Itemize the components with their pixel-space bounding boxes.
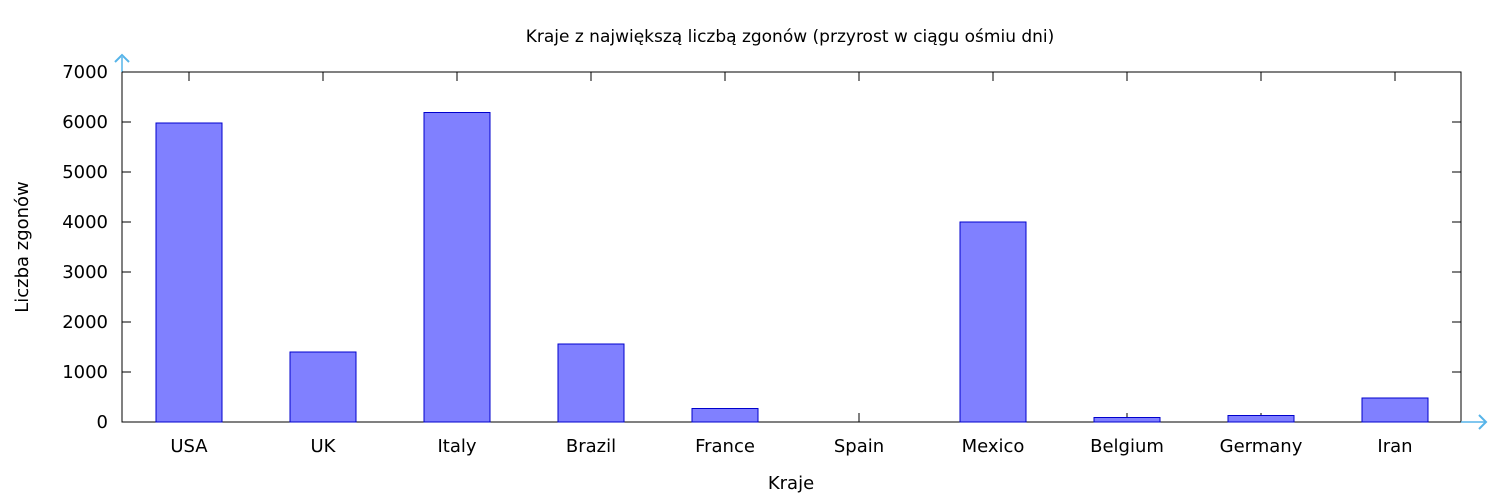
- y-axis-label: Liczba zgonów: [12, 181, 33, 313]
- x-tick-label: UK: [311, 436, 337, 457]
- plot-area: 0 1000 2000 3000 4000 5000 6000 7000 USA UK Italy B…: [62, 53, 1488, 457]
- x-axis-arrowhead: [1478, 414, 1488, 430]
- bar-brazil: [557, 343, 625, 423]
- bar-usa: [155, 122, 223, 423]
- bar-germany: [1227, 415, 1295, 423]
- chart-title: Kraje z największą liczbą zgonów (przyro…: [526, 27, 1055, 47]
- x-tick-label: Spain: [834, 436, 884, 457]
- y-tick-label: 5000: [62, 162, 108, 183]
- bar-france: [691, 408, 759, 423]
- bar-italy: [423, 112, 491, 423]
- y-tick-label: 2000: [62, 312, 108, 333]
- x-tick-label: France: [695, 436, 755, 457]
- y-tick-label: 0: [97, 412, 108, 433]
- y-tick-label: 6000: [62, 112, 108, 133]
- plot-frame: [121, 71, 1462, 423]
- x-tick-label: Iran: [1377, 436, 1412, 457]
- x-tick-label: Brazil: [566, 436, 616, 457]
- y-tick-label: 3000: [62, 262, 108, 283]
- x-tick-label: Italy: [437, 436, 476, 457]
- bar-iran: [1361, 397, 1429, 423]
- x-axis-label: Kraje: [768, 473, 814, 494]
- y-tick-label: 4000: [62, 212, 108, 233]
- x-tick-label: Germany: [1220, 436, 1303, 457]
- bar-mexico: [959, 221, 1027, 423]
- y-tick-label: 1000: [62, 362, 108, 383]
- x-tick-label: USA: [170, 436, 208, 457]
- bar-belgium: [1093, 417, 1161, 423]
- x-tick-label: Belgium: [1090, 436, 1164, 457]
- y-axis-arrowhead: [114, 53, 130, 63]
- y-tick-label: 7000: [62, 62, 108, 83]
- bar-uk: [289, 351, 357, 423]
- x-tick-label: Mexico: [962, 436, 1025, 457]
